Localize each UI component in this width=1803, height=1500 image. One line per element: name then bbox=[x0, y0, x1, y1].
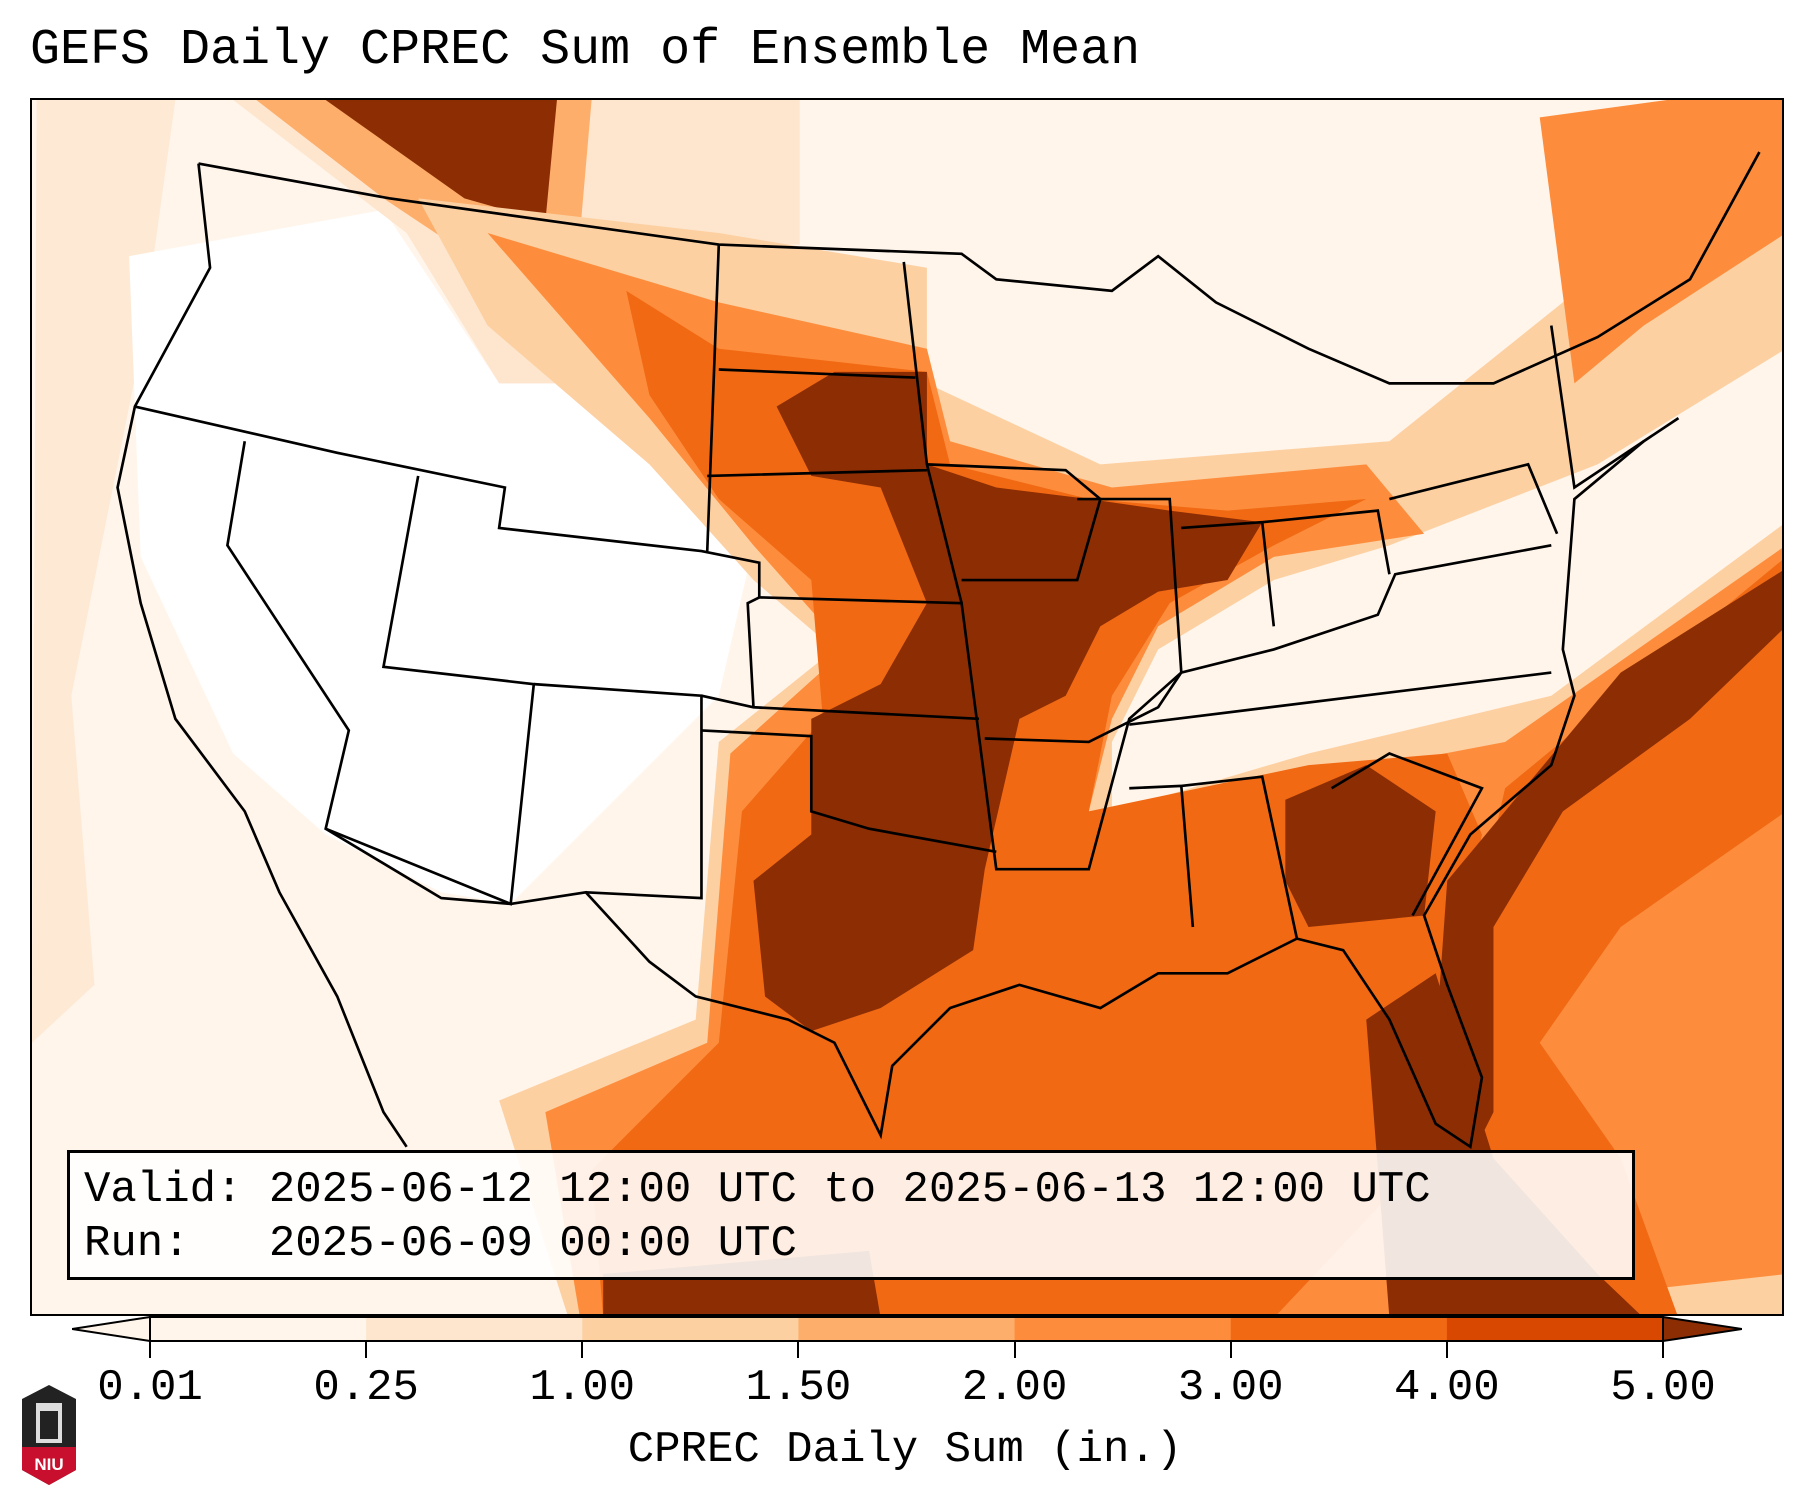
colorbar-segment bbox=[582, 1317, 799, 1341]
colorbar-tick-label: 5.00 bbox=[1610, 1363, 1716, 1413]
precip-field bbox=[32, 100, 1782, 1314]
colorbar-segment bbox=[1230, 1317, 1448, 1341]
colorbar-frame bbox=[149, 1316, 1664, 1342]
colorbar bbox=[72, 1316, 1742, 1342]
precipitation-map bbox=[30, 98, 1784, 1316]
colorbar-tick-label: 2.00 bbox=[961, 1363, 1068, 1413]
colorbar-tick bbox=[1013, 1342, 1016, 1358]
state-boundaries bbox=[116, 151, 1761, 1150]
colorbar-tick-label: 4.00 bbox=[1394, 1363, 1500, 1413]
map-title: GEFS Daily CPREC Sum of Ensemble Mean bbox=[30, 22, 1141, 79]
colorbar-tick-label: 1.00 bbox=[529, 1363, 636, 1413]
colorbar-tick bbox=[1445, 1342, 1448, 1358]
colorbar-segment bbox=[150, 1317, 367, 1341]
niu-logo: NIU bbox=[22, 1385, 76, 1485]
colorbar-tick-label: 0.01 bbox=[97, 1363, 203, 1413]
colorbar-tick-label: 1.50 bbox=[745, 1363, 852, 1413]
colorbar-label: CPREC Daily Sum (in.) bbox=[627, 1425, 1183, 1475]
colorbar-tick-label: 3.00 bbox=[1177, 1363, 1284, 1413]
run-time-text: Run: 2025-06-09 00:00 UTC bbox=[84, 1219, 797, 1269]
colorbar-segment bbox=[1446, 1317, 1664, 1341]
colorbar-segment bbox=[1014, 1317, 1232, 1341]
colorbar-tick bbox=[149, 1342, 151, 1358]
map-canvas bbox=[32, 100, 1782, 1314]
colorbar-extend-high bbox=[1662, 1316, 1742, 1342]
colorbar-extend-low bbox=[72, 1316, 151, 1342]
colorbar-tick bbox=[581, 1342, 584, 1358]
colorbar-tick bbox=[365, 1342, 368, 1358]
svg-text:NIU: NIU bbox=[34, 1455, 63, 1474]
colorbar-tick bbox=[797, 1342, 800, 1358]
colorbar-tick-label: 0.25 bbox=[313, 1363, 419, 1413]
colorbar-segment bbox=[798, 1317, 1016, 1341]
colorbar-tick bbox=[1662, 1342, 1664, 1358]
colorbar-tick bbox=[1229, 1342, 1232, 1358]
valid-time-legend: Valid: 2025-06-12 12:00 UTC to 2025-06-1… bbox=[67, 1150, 1635, 1280]
colorbar-segment bbox=[366, 1317, 583, 1341]
valid-time-text: Valid: 2025-06-12 12:00 UTC to 2025-06-1… bbox=[84, 1165, 1431, 1215]
